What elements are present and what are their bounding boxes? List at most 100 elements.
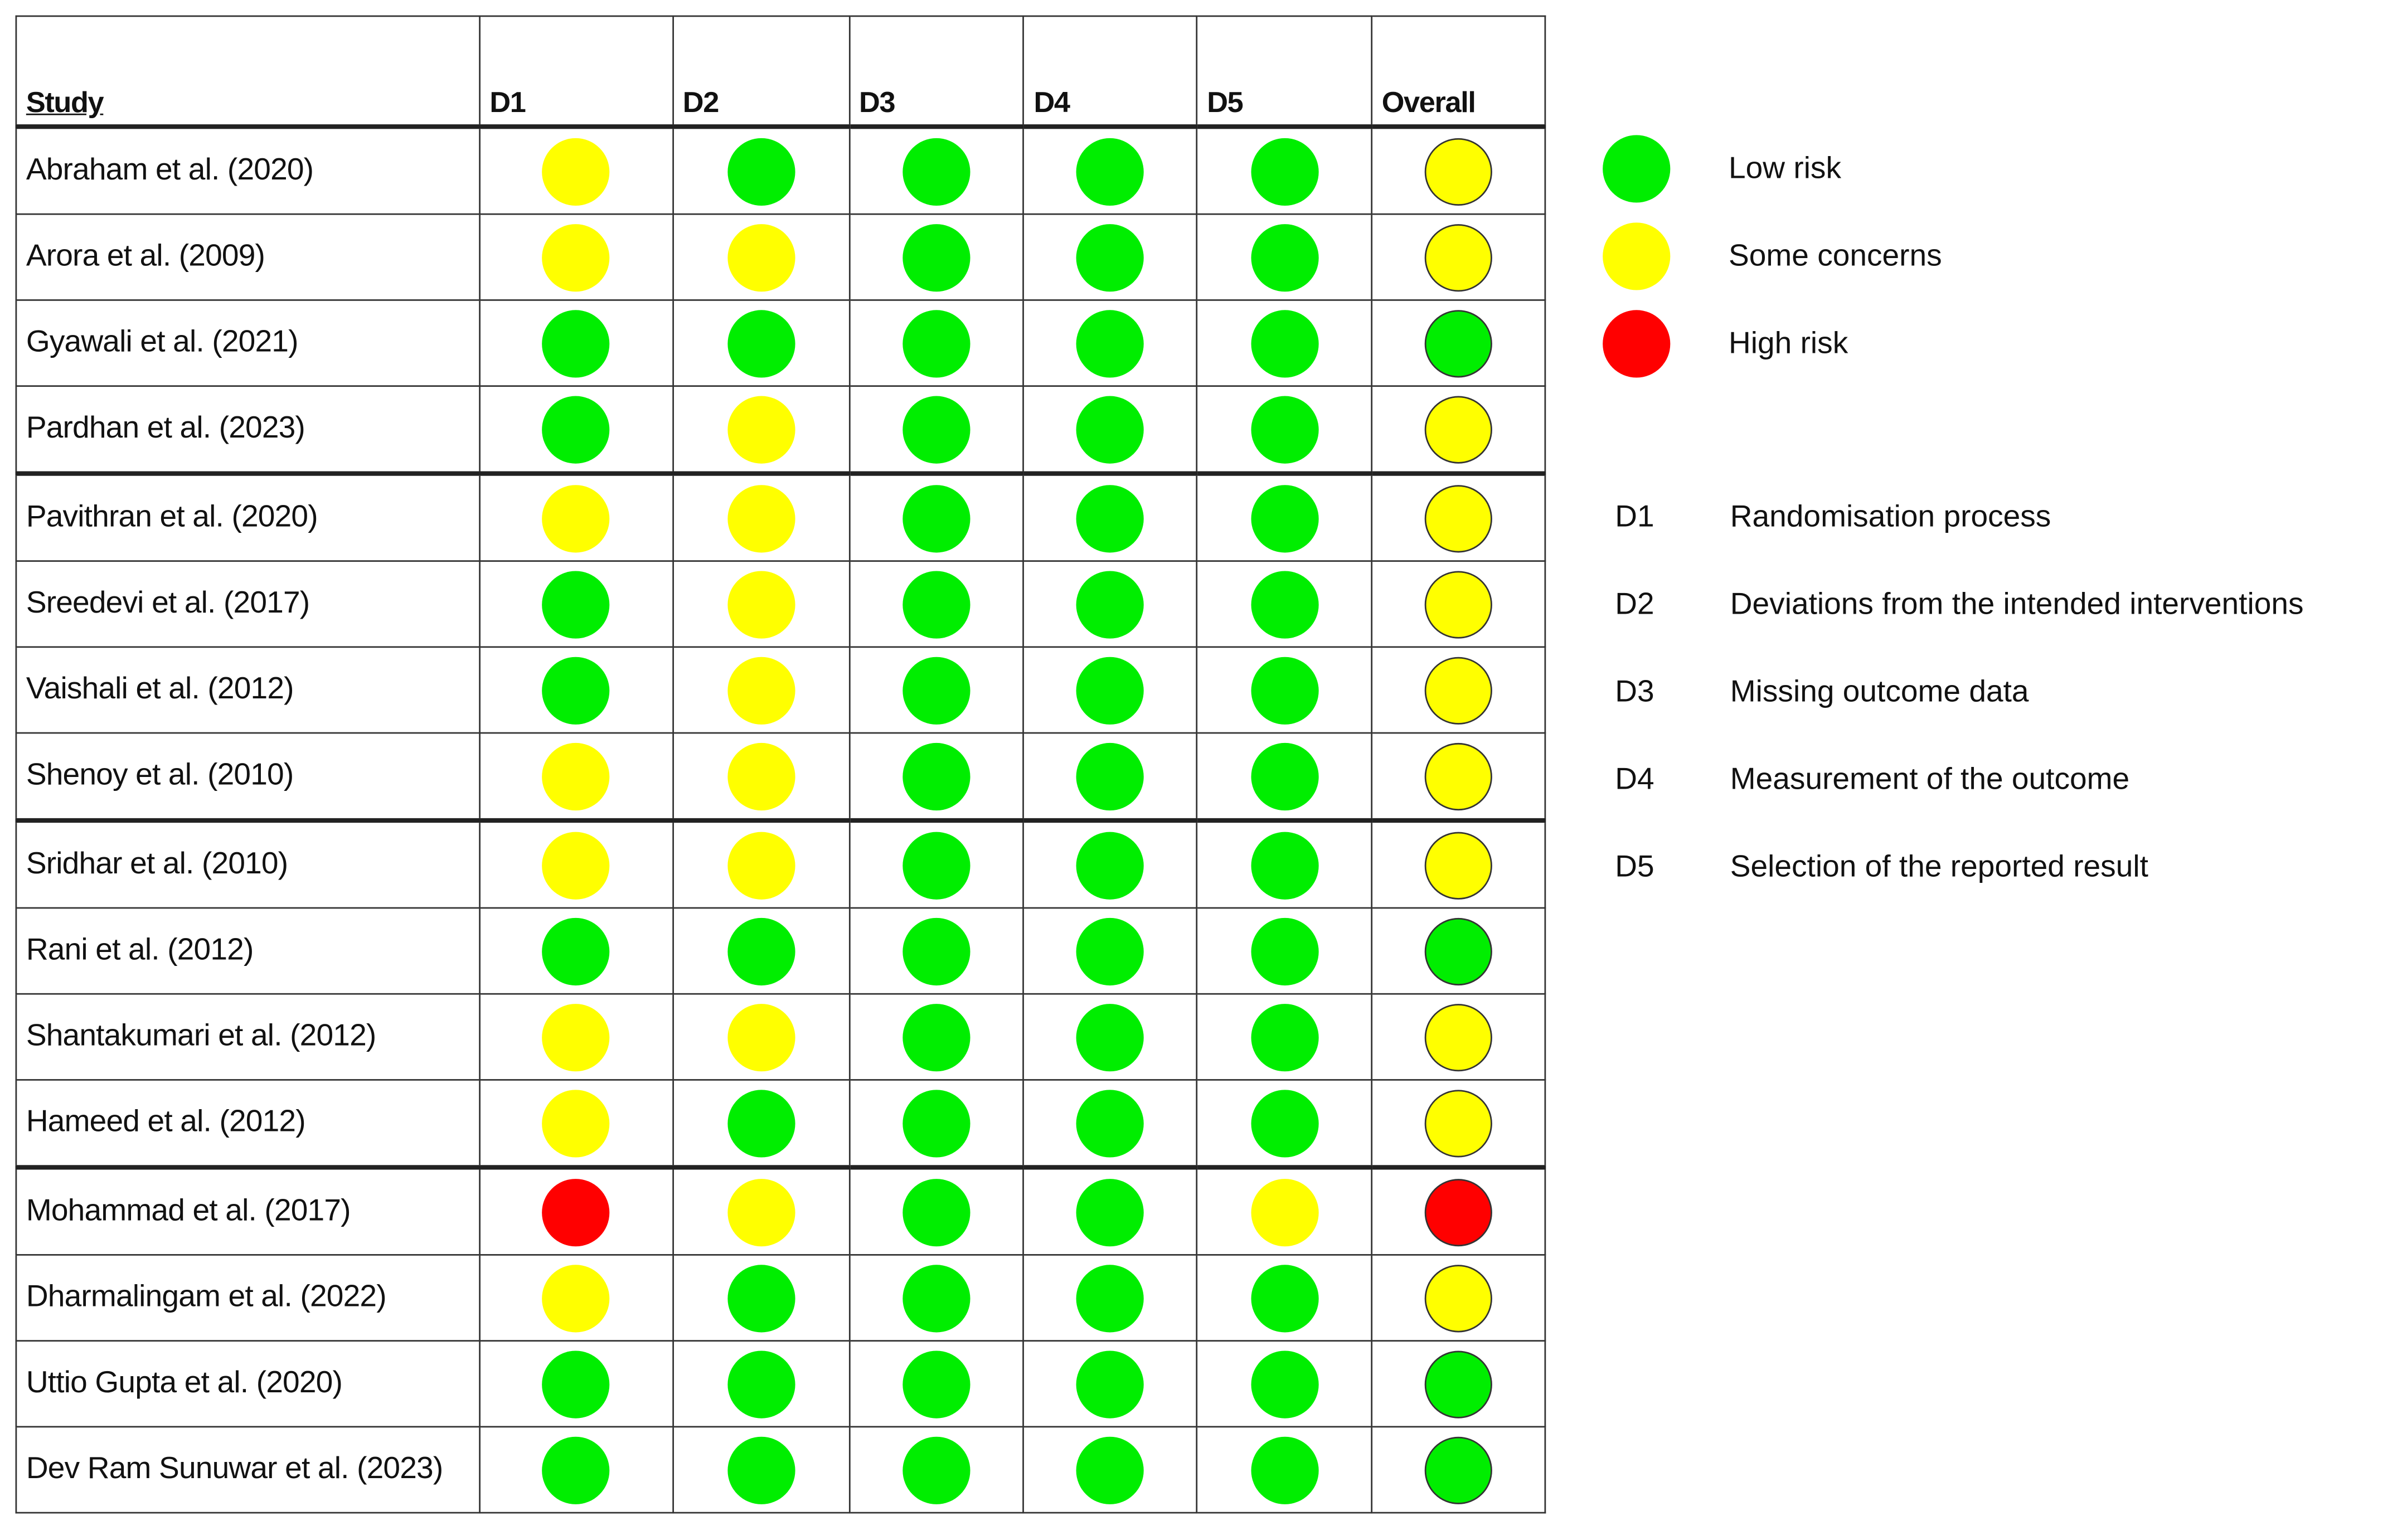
domain-code: D2 bbox=[1615, 587, 1654, 622]
some-risk-dot bbox=[542, 484, 610, 552]
low-risk-dot bbox=[1076, 223, 1144, 291]
overall-cell bbox=[1371, 385, 1546, 474]
low-risk-dot bbox=[902, 223, 970, 291]
overall-cell bbox=[1371, 299, 1546, 387]
low-risk-dot bbox=[1076, 1350, 1144, 1418]
some-risk-dot bbox=[727, 484, 795, 552]
low-risk-dot bbox=[1076, 1003, 1144, 1071]
overall-cell bbox=[1371, 560, 1546, 648]
d4-cell bbox=[1023, 818, 1198, 909]
legend-label: Some concerns bbox=[1729, 239, 1942, 273]
d2-cell bbox=[672, 124, 850, 215]
some-risk-dot bbox=[1424, 570, 1492, 638]
overall-cell bbox=[1371, 907, 1546, 995]
d2-cell bbox=[672, 1079, 850, 1168]
legend-item-some: Some concerns bbox=[1603, 222, 1942, 290]
d5-cell bbox=[1196, 1340, 1373, 1428]
low-risk-dot bbox=[902, 1264, 970, 1332]
study-name: Uttio Gupta et al. (2020) bbox=[15, 1340, 481, 1428]
low-risk-dot bbox=[542, 1350, 610, 1418]
table-row: Shantakumari et al. (2012) bbox=[15, 993, 1546, 1081]
low-risk-dot bbox=[1250, 309, 1318, 377]
overall-cell bbox=[1371, 1426, 1546, 1514]
some-risk-dot bbox=[1250, 1178, 1318, 1246]
low-risk-dot bbox=[902, 742, 970, 810]
d2-cell bbox=[672, 818, 850, 909]
d1-cell bbox=[479, 471, 674, 562]
d5-cell bbox=[1196, 1079, 1373, 1168]
table-row: Dharmalingam et al. (2022) bbox=[15, 1254, 1546, 1342]
some-risk-dot bbox=[542, 1003, 610, 1071]
domain-code: D1 bbox=[1615, 500, 1654, 535]
study-name: Arora et al. (2009) bbox=[15, 213, 481, 301]
low-risk-dot bbox=[1076, 1089, 1144, 1157]
d2-cell bbox=[672, 299, 850, 387]
low-risk-dot bbox=[1603, 135, 1671, 203]
d1-cell bbox=[479, 732, 674, 822]
study-name: Sridhar et al. (2010) bbox=[15, 818, 481, 909]
low-risk-dot bbox=[1076, 656, 1144, 724]
d5-cell bbox=[1196, 732, 1373, 822]
low-risk-dot bbox=[727, 1089, 795, 1157]
study-name: Vaishali et al. (2012) bbox=[15, 646, 481, 734]
low-risk-dot bbox=[1076, 1178, 1144, 1246]
overall-cell bbox=[1371, 124, 1546, 215]
d2-cell bbox=[672, 1426, 850, 1514]
some-risk-dot bbox=[1424, 1003, 1492, 1071]
some-risk-dot bbox=[727, 1178, 795, 1246]
legend-domain-d4: D4 Measurement of the outcome bbox=[1615, 763, 2129, 798]
low-risk-dot bbox=[902, 1003, 970, 1071]
some-risk-dot bbox=[542, 831, 610, 899]
some-risk-dot bbox=[542, 1089, 610, 1157]
low-risk-dot bbox=[1250, 917, 1318, 985]
table-row: Rani et al. (2012) bbox=[15, 907, 1546, 995]
d1-cell bbox=[479, 1165, 674, 1256]
d3-cell bbox=[848, 385, 1025, 474]
low-risk-dot bbox=[902, 1436, 970, 1504]
some-risk-dot bbox=[727, 223, 795, 291]
domain-label: Measurement of the outcome bbox=[1730, 762, 2130, 797]
low-risk-dot bbox=[1424, 1436, 1492, 1504]
header-d1: D1 bbox=[479, 15, 674, 128]
low-risk-dot bbox=[1076, 1264, 1144, 1332]
low-risk-dot bbox=[542, 656, 610, 724]
d3-cell bbox=[848, 1254, 1025, 1342]
some-risk-dot bbox=[1424, 484, 1492, 552]
header-d4: D4 bbox=[1023, 15, 1198, 128]
some-risk-dot bbox=[727, 831, 795, 899]
d1-cell bbox=[479, 907, 674, 995]
low-risk-dot bbox=[542, 917, 610, 985]
d4-cell bbox=[1023, 213, 1198, 301]
table-row: Gyawali et al. (2021) bbox=[15, 299, 1546, 387]
risk-of-bias-table: Study D1 D2 D3 D4 D5 Overall Abraham et … bbox=[15, 15, 1546, 1514]
overall-cell bbox=[1371, 1254, 1546, 1342]
study-name: Pardhan et al. (2023) bbox=[15, 385, 481, 474]
d1-cell bbox=[479, 1254, 674, 1342]
low-risk-dot bbox=[1250, 395, 1318, 463]
header-overall: Overall bbox=[1371, 15, 1546, 128]
low-risk-dot bbox=[1250, 1350, 1318, 1418]
domain-label: Deviations from the intended interventio… bbox=[1730, 587, 2304, 622]
d3-cell bbox=[848, 1426, 1025, 1514]
d1-cell bbox=[479, 818, 674, 909]
domain-label: Randomisation process bbox=[1730, 500, 2051, 535]
low-risk-dot bbox=[542, 395, 610, 463]
low-risk-dot bbox=[1250, 223, 1318, 291]
d3-cell bbox=[848, 213, 1025, 301]
low-risk-dot bbox=[542, 570, 610, 638]
some-risk-dot bbox=[542, 137, 610, 205]
d2-cell bbox=[672, 1340, 850, 1428]
low-risk-dot bbox=[1250, 1436, 1318, 1504]
low-risk-dot bbox=[727, 917, 795, 985]
d1-cell bbox=[479, 299, 674, 387]
d1-cell bbox=[479, 1340, 674, 1428]
low-risk-dot bbox=[1250, 742, 1318, 810]
d4-cell bbox=[1023, 1079, 1198, 1168]
low-risk-dot bbox=[1250, 1264, 1318, 1332]
low-risk-dot bbox=[902, 1350, 970, 1418]
d4-cell bbox=[1023, 1254, 1198, 1342]
d5-cell bbox=[1196, 1426, 1373, 1514]
d5-cell bbox=[1196, 471, 1373, 562]
d3-cell bbox=[848, 907, 1025, 995]
